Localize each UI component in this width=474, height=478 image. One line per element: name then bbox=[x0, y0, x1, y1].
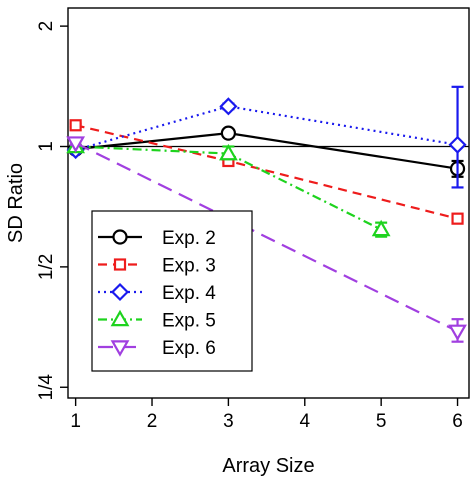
series-line bbox=[75, 142, 459, 333]
y-tick-label: 1 bbox=[36, 141, 57, 152]
x-tick-label: 1 bbox=[70, 411, 81, 432]
data-point bbox=[220, 125, 236, 141]
legend-marker bbox=[110, 282, 130, 302]
x-axis-title: Array Size bbox=[222, 455, 314, 477]
legend-marker bbox=[110, 340, 130, 357]
legend-marker bbox=[113, 258, 127, 271]
legend-label: Exp. 4 bbox=[162, 283, 216, 304]
legend-entry: Exp. 2 bbox=[98, 228, 216, 249]
legend-entry: Exp. 4 bbox=[98, 282, 216, 304]
y-tick-label: 1/2 bbox=[36, 254, 57, 280]
y-tick-label: 2 bbox=[36, 21, 57, 32]
legend-marker bbox=[112, 229, 128, 245]
legend-entry: Exp. 6 bbox=[98, 338, 216, 359]
y-tick-label: 1/4 bbox=[36, 374, 57, 401]
series-line bbox=[75, 132, 458, 170]
series-5 bbox=[66, 136, 467, 343]
x-tick-label: 3 bbox=[223, 411, 234, 432]
legend-label: Exp. 6 bbox=[162, 338, 216, 359]
data-point bbox=[66, 136, 86, 153]
data-point bbox=[219, 143, 238, 161]
data-point bbox=[219, 97, 238, 116]
data-point bbox=[448, 324, 467, 342]
data-point bbox=[69, 119, 82, 132]
x-tick-label: 6 bbox=[452, 411, 463, 432]
legend-entry: Exp. 3 bbox=[98, 256, 216, 277]
x-tick-label: 2 bbox=[147, 411, 158, 432]
data-point bbox=[448, 135, 467, 154]
legend-entry: Exp. 5 bbox=[98, 309, 216, 332]
legend-label: Exp. 5 bbox=[162, 311, 216, 332]
legend-label: Exp. 2 bbox=[162, 228, 216, 249]
legend-label: Exp. 3 bbox=[162, 256, 216, 277]
y-axis-title: SD Ratio bbox=[5, 163, 27, 243]
data-point bbox=[371, 219, 391, 237]
plot-frame bbox=[67, 7, 470, 399]
series-4 bbox=[66, 136, 391, 238]
x-tick-label: 5 bbox=[376, 411, 387, 432]
series-line bbox=[75, 105, 458, 152]
x-tick-label: 4 bbox=[299, 411, 310, 432]
legend-marker bbox=[110, 309, 130, 327]
data-point bbox=[451, 212, 464, 225]
